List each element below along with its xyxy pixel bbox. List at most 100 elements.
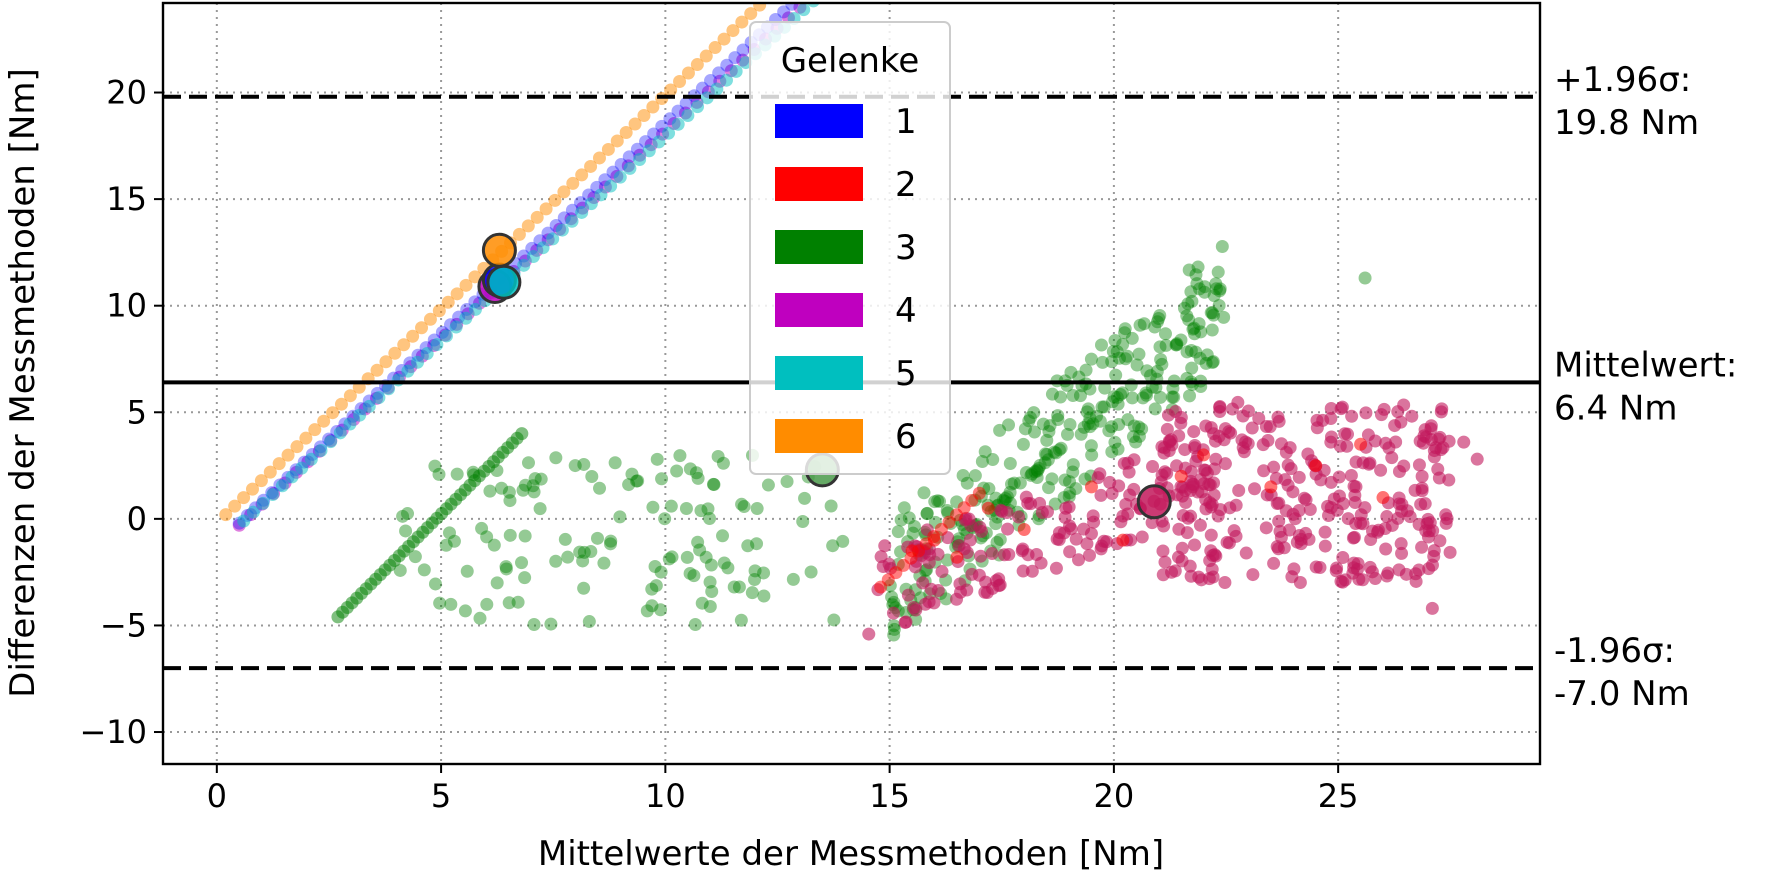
- scatter-point-2: [1072, 553, 1086, 567]
- x-tick-label: 0: [207, 777, 227, 815]
- scatter-point-2: [1310, 413, 1324, 427]
- scatter-point-3: [1153, 390, 1167, 404]
- scatter-point-5: [324, 435, 338, 449]
- scatter-point-3: [1188, 327, 1202, 341]
- scatter-point-3: [975, 455, 989, 469]
- scatter-point-3: [662, 552, 676, 566]
- scatter-point-2: [1421, 530, 1435, 544]
- scatter-point-1: [679, 96, 693, 110]
- scatter-point-3: [885, 590, 899, 604]
- scatter-point-3: [691, 535, 705, 549]
- scatter-point-2: [1309, 459, 1323, 473]
- scatter-point-6: [254, 474, 268, 488]
- scatter-point-2: [1146, 460, 1160, 474]
- scatter-point-3: [401, 507, 415, 521]
- legend-label-6: 6: [895, 417, 917, 457]
- scatter-point-5: [565, 214, 579, 228]
- scatter-point-3: [1127, 419, 1141, 433]
- scatter-point-2: [931, 584, 945, 598]
- scatter-point-5: [671, 117, 685, 131]
- reference-line-labels: +1.96σ:19.8 Nm Mittelwert:6.4 Nm -1.96σ:-7…: [1554, 60, 1737, 714]
- scatter-point-3: [561, 550, 575, 564]
- scatter-point-3: [1066, 458, 1080, 472]
- scatter-point-5: [681, 108, 695, 122]
- scatter-point-3: [1181, 297, 1195, 311]
- scatter-point-3: [1167, 390, 1181, 404]
- scatter-point-3: [1185, 294, 1199, 308]
- scatter-point-3: [1043, 419, 1057, 433]
- scatter-point-3: [1084, 352, 1098, 366]
- scatter-point-2: [1157, 441, 1171, 455]
- scatter-point-6: [601, 142, 615, 156]
- scatter-point-2: [886, 606, 900, 620]
- scatter-point-3: [534, 472, 548, 486]
- scatter-point-2: [1135, 530, 1149, 544]
- scatter-point-2: [997, 548, 1011, 562]
- scatter-point-5: [439, 329, 453, 343]
- scatter-point-3: [1038, 456, 1052, 470]
- scatter-point-3: [1028, 465, 1042, 479]
- scatter-point-5: [391, 373, 405, 387]
- scatter-point-2: [1232, 483, 1246, 497]
- scatter-point-3: [1094, 338, 1108, 352]
- scatter-point-3: [748, 564, 762, 578]
- scatter-point-3: [1189, 268, 1203, 282]
- scatter-point-3: [1041, 453, 1055, 467]
- scatter-point-2: [1069, 532, 1083, 546]
- scatter-point-2: [1344, 468, 1358, 482]
- scatter-point-2: [1442, 473, 1456, 487]
- scatter-point-6: [308, 423, 322, 437]
- scatter-point-2: [1123, 488, 1137, 502]
- scatter-point-3: [727, 580, 741, 594]
- x-tick-label: 25: [1318, 777, 1359, 815]
- scatter-point-2: [1181, 511, 1195, 525]
- scatter-point-5: [662, 126, 676, 140]
- scatter-point-3: [1137, 317, 1151, 331]
- scatter-point-3: [518, 478, 532, 492]
- scatter-point-2: [1264, 480, 1278, 494]
- scatter-point-2: [1252, 411, 1266, 425]
- scatter-point-3: [1003, 485, 1017, 499]
- scatter-point-3: [750, 537, 764, 551]
- scatter-point-3: [1069, 482, 1083, 496]
- scatter-point-2: [1208, 434, 1222, 448]
- legend-title: Gelenke: [781, 41, 920, 81]
- scatter-point-3: [989, 491, 1003, 505]
- scatter-point-5: [719, 73, 733, 87]
- scatter-point-3: [568, 459, 582, 473]
- scatter-point-6: [281, 448, 295, 462]
- scatter-point-3: [450, 467, 464, 481]
- scatter-point-2: [1433, 534, 1447, 548]
- scatter-point-2: [1155, 468, 1169, 482]
- scatter-point-2: [1324, 401, 1338, 415]
- scatter-point-2: [1257, 464, 1271, 478]
- scatter-point-5: [575, 205, 589, 219]
- scatter-point-3: [1051, 409, 1065, 423]
- legend-label-3: 3: [895, 228, 917, 268]
- scatter-point-3: [986, 453, 1000, 467]
- scatter-point-2: [1204, 528, 1218, 542]
- scatter-point-3: [1150, 315, 1164, 329]
- scatter-point-2: [1347, 530, 1361, 544]
- scatter-point-2: [1338, 573, 1352, 587]
- scatter-point-3: [631, 474, 645, 488]
- scatter-point-3: [527, 617, 541, 631]
- scatter-point-2: [1016, 564, 1030, 578]
- scatter-point-2: [1017, 523, 1031, 537]
- scatter-point-3: [1062, 490, 1076, 504]
- scatter-point-3: [526, 479, 540, 493]
- scatter-point-3: [891, 525, 905, 539]
- scatter-point-3: [1085, 448, 1099, 462]
- scatter-point-3: [1152, 312, 1166, 326]
- scatter-point-3: [1081, 402, 1095, 416]
- scatter-point-3: [393, 563, 407, 577]
- scatter-point-3: [721, 561, 735, 575]
- scatter-point-3: [515, 556, 529, 570]
- scatter-point-2: [1427, 544, 1441, 558]
- scatter-point-3: [533, 502, 547, 516]
- scatter-point-2: [981, 501, 995, 515]
- scatter-point-3: [447, 534, 461, 548]
- scatter-point-3: [1159, 338, 1173, 352]
- scatter-point-2: [1309, 560, 1323, 574]
- scatter-point-2: [931, 547, 945, 561]
